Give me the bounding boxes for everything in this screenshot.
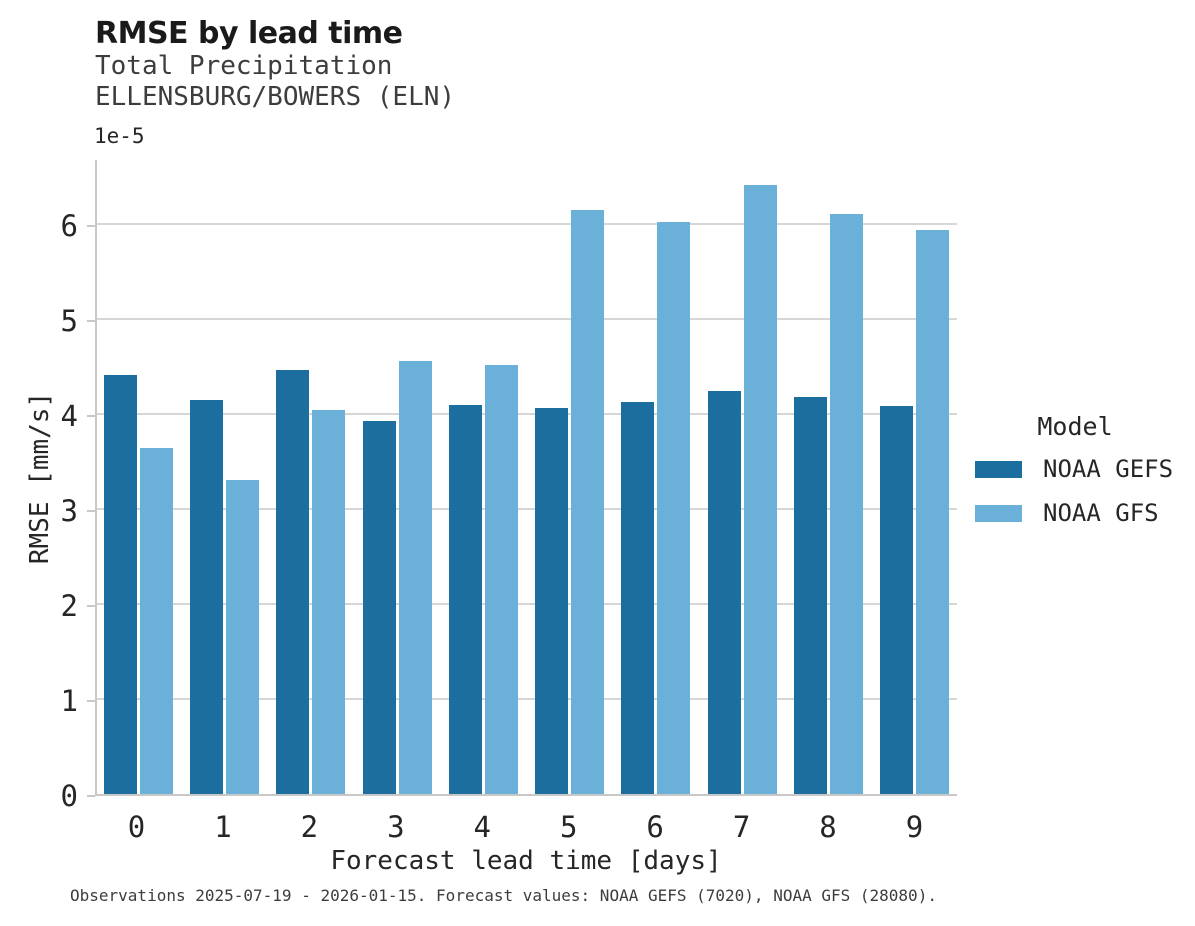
y-tick-label-5: 5 bbox=[60, 304, 78, 339]
y-tick-mark-6 bbox=[87, 225, 95, 228]
bar-group-lead-8 bbox=[793, 214, 863, 794]
bar-noaa-gfs-lead-1 bbox=[226, 479, 260, 794]
y-tick-label-4: 4 bbox=[60, 399, 78, 434]
bar-noaa-gefs-lead-4 bbox=[448, 404, 482, 794]
bar-group-lead-9 bbox=[879, 230, 949, 794]
x-axis-tick-labels: 0 1 2 3 4 5 6 7 8 9 bbox=[95, 810, 957, 844]
y-tick-mark-1 bbox=[87, 700, 95, 703]
bar-group-lead-7 bbox=[707, 184, 777, 794]
legend-swatch-icon bbox=[975, 504, 1022, 522]
footer-caption: Observations 2025-07-19 - 2026-01-15. Fo… bbox=[70, 886, 937, 905]
gridline-y1 bbox=[97, 698, 957, 701]
y-tick-mark-2 bbox=[87, 605, 95, 608]
gridline-y3 bbox=[97, 508, 957, 511]
bar-noaa-gfs-lead-5 bbox=[571, 210, 605, 794]
chart-subtitle-station: ELLENSBURG/BOWERS (ELN) bbox=[95, 82, 456, 112]
legend-item-label: NOAA GFS bbox=[1043, 499, 1159, 527]
x-tick-label-7: 7 bbox=[732, 810, 751, 844]
bar-noaa-gefs-lead-8 bbox=[793, 397, 827, 794]
x-tick-label-8: 8 bbox=[819, 810, 837, 844]
plot-area bbox=[95, 160, 957, 796]
x-tick-label-6: 6 bbox=[646, 810, 664, 844]
bar-noaa-gfs-lead-0 bbox=[140, 448, 173, 794]
gridline-y4 bbox=[97, 413, 957, 416]
y-axis-offset-label: 1e-5 bbox=[94, 124, 145, 148]
bar-noaa-gefs-lead-6 bbox=[621, 401, 655, 794]
x-tick-label-5: 5 bbox=[559, 810, 578, 844]
bar-noaa-gfs-lead-3 bbox=[398, 361, 432, 794]
bar-noaa-gfs-lead-8 bbox=[829, 214, 863, 794]
bar-noaa-gfs-lead-2 bbox=[312, 409, 346, 794]
x-tick-label-2: 2 bbox=[300, 810, 319, 844]
legend-item-noaa-gfs: NOAA GFS bbox=[975, 499, 1175, 527]
bar-noaa-gefs-lead-5 bbox=[535, 407, 569, 794]
y-tick-mark-4 bbox=[87, 415, 95, 418]
legend-item-noaa-gefs: NOAA GEFS bbox=[975, 455, 1175, 483]
legend-items: NOAA GEFS NOAA GFS bbox=[975, 455, 1175, 527]
y-tick-label-0: 0 bbox=[60, 779, 78, 813]
legend: Model NOAA GEFS NOAA GFS bbox=[975, 412, 1175, 543]
x-tick-label-0: 0 bbox=[127, 810, 146, 844]
legend-swatch-icon bbox=[975, 460, 1022, 478]
bar-group-lead-1 bbox=[190, 400, 260, 794]
bar-noaa-gefs-lead-3 bbox=[362, 420, 396, 794]
bar-noaa-gfs-lead-9 bbox=[915, 230, 949, 794]
y-tick-label-2: 2 bbox=[60, 589, 78, 624]
bar-group-lead-2 bbox=[276, 369, 346, 794]
chart-title: RMSE by lead time bbox=[95, 16, 403, 51]
y-tick-mark-5 bbox=[87, 320, 95, 323]
bar-noaa-gefs-lead-1 bbox=[190, 400, 224, 794]
chart-subtitle-variable: Total Precipitation bbox=[95, 51, 393, 81]
bar-noaa-gfs-lead-4 bbox=[484, 364, 518, 794]
x-tick-label-9: 9 bbox=[905, 810, 924, 844]
y-tick-mark-0 bbox=[87, 795, 95, 797]
bar-group-lead-4 bbox=[448, 364, 518, 794]
bar-group-lead-0 bbox=[104, 375, 173, 794]
bars-container bbox=[97, 160, 957, 794]
gridline-y6 bbox=[97, 223, 957, 226]
bar-noaa-gefs-lead-9 bbox=[879, 405, 913, 794]
bar-noaa-gefs-lead-0 bbox=[104, 375, 137, 794]
y-tick-label-6: 6 bbox=[60, 209, 78, 244]
bar-noaa-gefs-lead-2 bbox=[276, 369, 310, 794]
legend-title: Model bbox=[1037, 412, 1113, 441]
gridline-y5 bbox=[97, 318, 957, 321]
bar-noaa-gefs-lead-7 bbox=[707, 390, 741, 794]
y-tick-label-3: 3 bbox=[60, 494, 78, 529]
legend-item-label: NOAA GEFS bbox=[1043, 455, 1174, 483]
bar-group-lead-5 bbox=[535, 210, 605, 794]
gridline-y2 bbox=[97, 603, 957, 606]
bar-group-lead-6 bbox=[621, 221, 691, 794]
x-tick-label-4: 4 bbox=[473, 810, 491, 844]
bar-group-lead-3 bbox=[362, 361, 432, 794]
bar-noaa-gfs-lead-6 bbox=[657, 221, 691, 794]
x-tick-label-3: 3 bbox=[387, 810, 405, 844]
y-tick-label-1: 1 bbox=[60, 684, 78, 719]
y-tick-mark-3 bbox=[87, 510, 95, 513]
bar-noaa-gfs-lead-7 bbox=[743, 184, 777, 794]
x-tick-label-1: 1 bbox=[214, 810, 232, 844]
x-axis-title: Forecast lead time [days] bbox=[330, 846, 722, 876]
